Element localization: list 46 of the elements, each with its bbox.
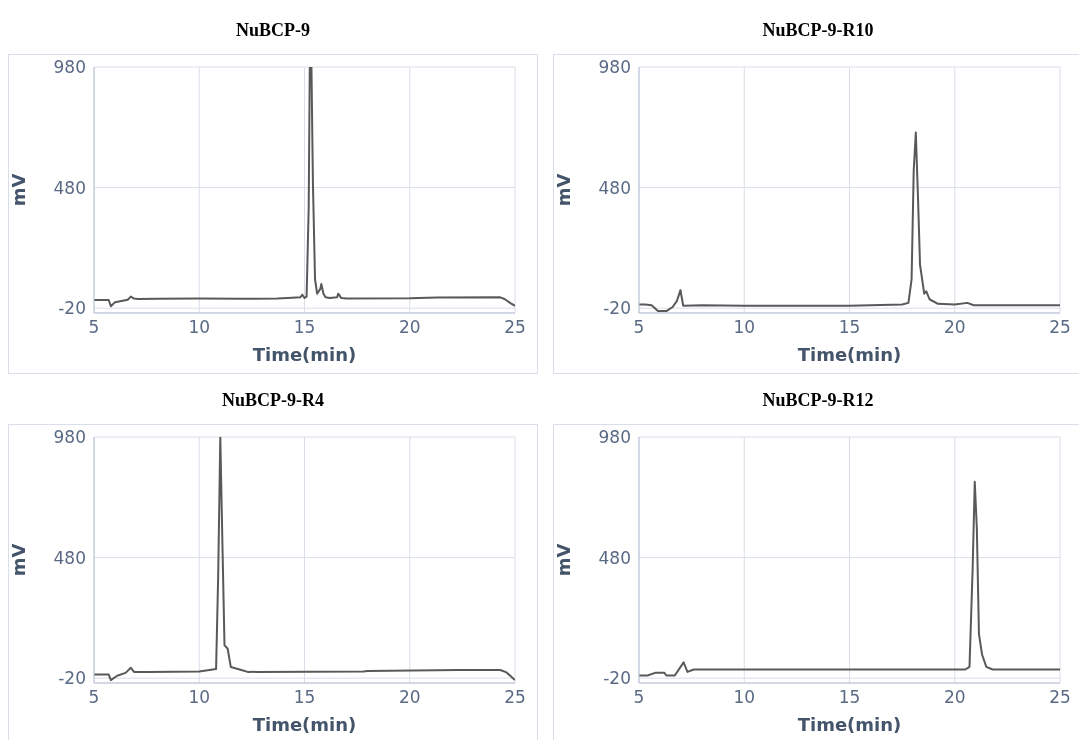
x-tick-label: 10 xyxy=(188,317,211,338)
x-tick-label: 20 xyxy=(943,317,966,338)
x-tick-label: 15 xyxy=(838,687,861,708)
x-tick-label: 10 xyxy=(733,687,756,708)
y-tick-label: 480 xyxy=(598,177,631,198)
y-tick-label: -20 xyxy=(58,298,86,319)
x-tick-label: 20 xyxy=(943,687,966,708)
x-tick-label: 5 xyxy=(633,317,645,338)
x-tick-label: 25 xyxy=(1049,687,1071,708)
x-tick-label: 15 xyxy=(293,317,316,338)
x-tick-label: 25 xyxy=(504,317,526,338)
x-axis-title: Time(min) xyxy=(797,714,902,735)
chart-title: NuBCP-9 xyxy=(235,19,311,42)
y-tick-label: -20 xyxy=(603,668,631,689)
x-tick-label: 25 xyxy=(504,687,526,708)
y-tick-label: 480 xyxy=(598,547,631,568)
y-tick-label: -20 xyxy=(58,668,86,689)
x-axis-title: Time(min) xyxy=(252,344,357,365)
x-tick-label: 10 xyxy=(733,317,756,338)
x-tick-label: 5 xyxy=(88,317,100,338)
chart-title: NuBCP-9-R12 xyxy=(761,389,875,412)
y-tick-label: 980 xyxy=(598,427,631,448)
y-axis-title: mV xyxy=(553,173,575,207)
chart-title: NuBCP-9-R4 xyxy=(221,389,325,412)
x-axis-title: Time(min) xyxy=(797,344,902,365)
x-tick-label: 10 xyxy=(188,687,211,708)
x-tick-label: 15 xyxy=(293,687,316,708)
x-tick-label: 20 xyxy=(398,317,421,338)
x-tick-label: 20 xyxy=(398,687,421,708)
line-series xyxy=(94,437,515,682)
y-tick-label: 980 xyxy=(53,57,86,78)
y-axis-title: mV xyxy=(553,543,575,577)
x-tick-label: 25 xyxy=(1049,317,1071,338)
x-axis-title: Time(min) xyxy=(252,714,357,735)
chart-title: NuBCP-9-R10 xyxy=(761,19,875,42)
y-tick-label: -20 xyxy=(603,298,631,319)
line-series xyxy=(639,480,1060,677)
y-tick-label: 980 xyxy=(53,427,86,448)
y-tick-label: 480 xyxy=(53,177,86,198)
x-tick-label: 5 xyxy=(88,687,100,708)
y-axis-title: mV xyxy=(8,543,30,577)
y-axis-title: mV xyxy=(8,173,30,207)
x-tick-label: 15 xyxy=(838,317,861,338)
y-tick-label: 480 xyxy=(53,547,86,568)
y-tick-label: 980 xyxy=(598,57,631,78)
x-tick-label: 5 xyxy=(633,687,645,708)
